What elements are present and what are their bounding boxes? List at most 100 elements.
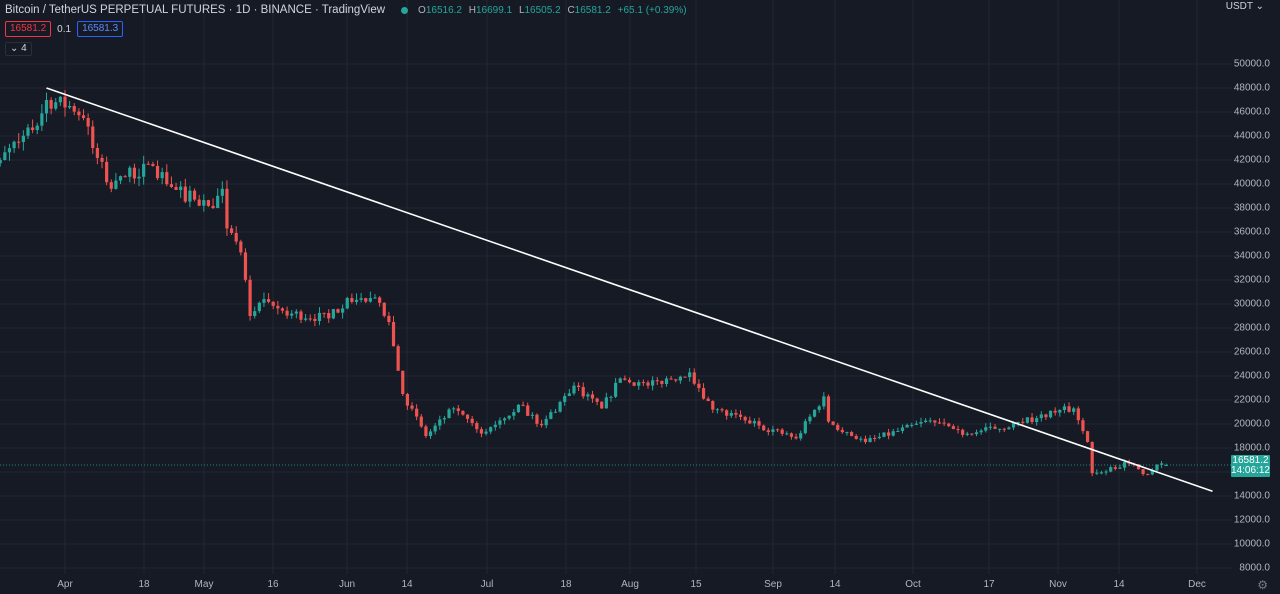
candle <box>910 422 914 428</box>
candle <box>863 435 868 444</box>
candle <box>132 163 137 184</box>
candle <box>919 417 923 428</box>
y-tick-label: 40000.0 <box>1233 178 1270 190</box>
candle-body <box>836 424 840 430</box>
trendline[interactable] <box>46 87 1213 492</box>
candle <box>382 302 386 318</box>
candle <box>40 104 44 132</box>
candle-body <box>192 190 197 200</box>
candle-body <box>322 312 326 314</box>
candle <box>479 426 484 438</box>
candle <box>942 418 946 427</box>
currency-selector[interactable]: USDT ⌄ <box>1225 1 1264 12</box>
candle <box>697 379 701 393</box>
spread-value: 0.1 <box>57 23 72 35</box>
chevron-down-icon: ⌄ <box>1252 1 1264 12</box>
candle-body <box>748 420 752 424</box>
symbol-title[interactable]: Bitcoin / TetherUS PERPETUAL FUTURES · 1… <box>5 4 386 16</box>
candle-body <box>590 394 595 399</box>
x-tick-label: Sep <box>764 579 782 590</box>
y-tick-label: 10000.0 <box>1233 538 1270 550</box>
candle <box>595 397 599 406</box>
candle <box>100 154 104 169</box>
candle-body <box>428 431 433 436</box>
candle-body <box>1159 463 1164 465</box>
candle <box>803 418 807 435</box>
candle-body <box>780 429 784 434</box>
candle-body <box>336 309 340 313</box>
sell-button[interactable]: 16581.2 <box>5 21 52 37</box>
candle <box>576 382 581 392</box>
candle <box>95 143 99 165</box>
candle <box>49 97 53 115</box>
candle <box>378 296 382 307</box>
candle-body <box>378 297 382 303</box>
candle-body <box>1062 406 1067 410</box>
candle-body <box>1016 421 1020 423</box>
candle-body <box>757 421 761 426</box>
candle-body <box>137 176 141 179</box>
indicators-toggle-button[interactable]: ⌄ 4 <box>5 42 32 56</box>
candle <box>341 304 345 319</box>
candle-body <box>68 106 72 108</box>
x-tick-label: May <box>194 579 214 590</box>
candle <box>544 415 548 429</box>
candle <box>202 194 206 212</box>
candle-body <box>345 298 349 309</box>
candle-body <box>72 106 76 112</box>
candle-body <box>405 394 409 406</box>
candle-body <box>937 422 942 424</box>
candle <box>0 157 2 167</box>
buy-button[interactable]: 16581.3 <box>77 21 124 37</box>
candle <box>373 294 377 299</box>
candle <box>609 395 613 402</box>
candle-body <box>17 141 21 143</box>
candle-body <box>1146 474 1150 476</box>
candle-body <box>0 160 2 164</box>
candle-body <box>1085 431 1090 442</box>
gear-icon[interactable]: ⚙ <box>1257 578 1268 592</box>
x-tick-label: Jul <box>480 579 494 590</box>
y-tick-label: 28000.0 <box>1233 322 1270 334</box>
candle-body <box>1150 470 1154 475</box>
candle-body <box>600 401 604 409</box>
candle-body <box>368 298 372 302</box>
candle-body <box>206 200 211 206</box>
candle <box>1141 468 1145 476</box>
candle-body <box>63 96 67 108</box>
candle-body <box>155 166 160 179</box>
candle-body <box>489 427 493 432</box>
candle-body <box>3 152 7 160</box>
candle-body <box>775 429 780 431</box>
candle-body <box>54 102 58 109</box>
candle-body <box>535 414 539 424</box>
candle-body <box>933 420 937 423</box>
candle-body <box>216 195 220 208</box>
candle <box>974 429 979 437</box>
candle-body <box>701 388 706 399</box>
candle <box>572 382 576 396</box>
candle-body <box>956 429 960 431</box>
candle-body <box>715 409 720 411</box>
candle <box>928 417 932 424</box>
candle-body <box>40 113 44 126</box>
candle-body <box>229 228 234 234</box>
candle <box>225 180 229 236</box>
y-tick-label: 50000.0 <box>1233 58 1270 70</box>
candle <box>553 408 558 414</box>
candle-body <box>243 252 248 280</box>
candle <box>766 427 770 436</box>
candle-body <box>558 401 562 412</box>
candle <box>350 293 354 304</box>
candle <box>313 313 317 327</box>
candle <box>68 100 72 110</box>
candle <box>461 410 465 416</box>
candle <box>1076 406 1080 425</box>
candle-body <box>1118 467 1122 469</box>
candle-body <box>563 395 567 402</box>
candle-body <box>188 190 192 202</box>
candle-body <box>470 418 474 424</box>
candle <box>669 375 673 380</box>
candle-body <box>465 414 470 419</box>
